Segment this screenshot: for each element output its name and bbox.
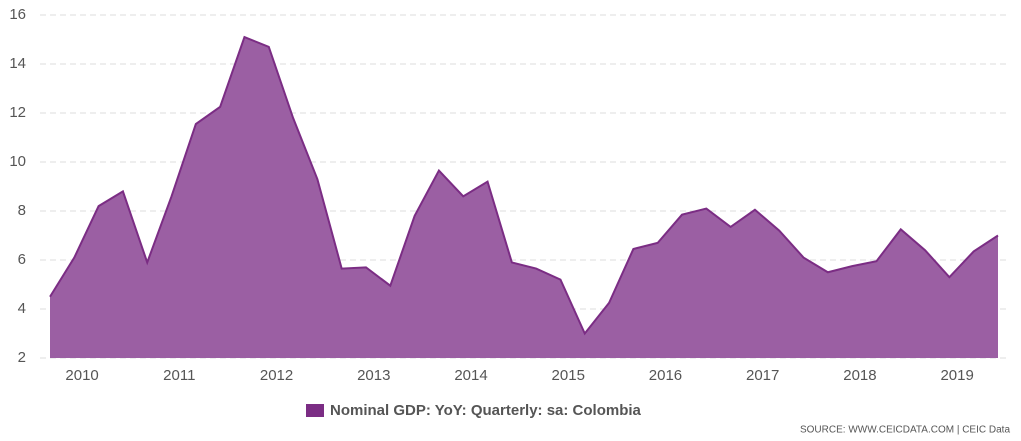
x-tick-label: 2013 <box>357 367 390 384</box>
x-tick-label: 2012 <box>260 367 293 384</box>
x-tick-label: 2015 <box>552 367 585 384</box>
legend-label: Nominal GDP: YoY: Quarterly: sa: Colombi… <box>330 402 642 419</box>
x-tick-label: 2014 <box>454 367 487 384</box>
x-tick-label: 2010 <box>65 367 98 384</box>
y-tick-label: 14 <box>9 55 26 72</box>
y-tick-label: 2 <box>18 349 26 366</box>
x-tick-label: 2011 <box>163 367 195 384</box>
x-tick-label: 2016 <box>649 367 682 384</box>
y-tick-label: 10 <box>9 153 26 170</box>
y-tick-label: 16 <box>9 6 26 23</box>
line <box>49 35 999 336</box>
y-tick-label: 12 <box>9 104 26 121</box>
legend-swatch <box>306 404 324 417</box>
x-tick-label: 2017 <box>746 367 779 384</box>
x-tick-label: 2018 <box>843 367 876 384</box>
source: SOURCE: WWW.CEICDATA.COM | CEIC Data <box>800 425 1010 436</box>
x-tick-label: 2019 <box>940 367 973 384</box>
area <box>50 37 998 359</box>
y-tick-label: 8 <box>18 202 26 219</box>
y-tick-label: 4 <box>18 300 26 317</box>
y-tick-label: 6 <box>18 251 26 268</box>
